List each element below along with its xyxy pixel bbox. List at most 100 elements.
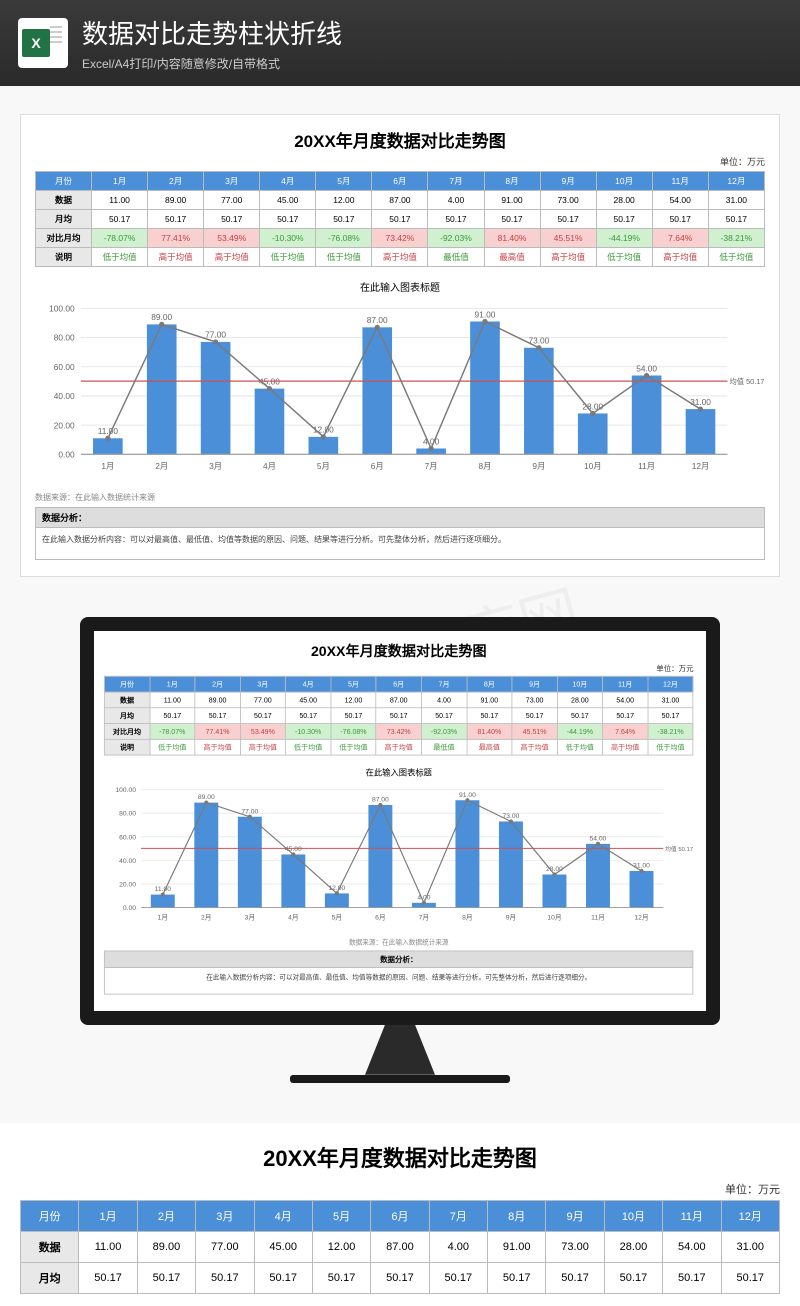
data-cell: 89.00 [195, 692, 240, 708]
data-cell: 低于均值 [557, 739, 602, 755]
svg-text:77.00: 77.00 [205, 330, 226, 340]
data-cell: 高于均值 [652, 248, 708, 267]
unit-label: 单位：万元 [35, 155, 765, 168]
col-header: 12月 [708, 172, 764, 191]
page-title: 数据对比走势柱状折线 [82, 14, 342, 51]
svg-text:0.00: 0.00 [58, 449, 75, 459]
svg-text:4.00: 4.00 [417, 894, 430, 901]
row-label: 月均 [21, 1262, 79, 1293]
data-cell: 50.17 [652, 210, 708, 229]
data-cell: 73.42% [372, 229, 428, 248]
data-cell: 50.17 [708, 210, 764, 229]
data-cell: 50.17 [148, 210, 204, 229]
data-cell: 高于均值 [376, 739, 421, 755]
data-cell: -38.21% [648, 723, 693, 739]
data-cell: 高于均值 [512, 739, 557, 755]
analysis-body: 在此输入数据分析内容：可以对最高值、最低值、均值等数据的原因、问题、结果等进行分… [104, 967, 694, 994]
col-header: 11月 [652, 172, 708, 191]
col-header: 1月 [79, 1200, 137, 1231]
chart-title: 在此输入图表标题 [104, 765, 694, 777]
svg-text:4月: 4月 [288, 913, 298, 921]
unit-label: 单位：万元 [104, 662, 694, 673]
col-header: 3月 [196, 1200, 254, 1231]
data-cell: 11.00 [92, 191, 148, 210]
data-cell: 81.40% [467, 723, 512, 739]
data-cell: 45.51% [512, 723, 557, 739]
data-cell: 高于均值 [148, 248, 204, 267]
svg-text:28.00: 28.00 [582, 401, 603, 411]
data-cell: 50.17 [603, 707, 648, 723]
data-cell: 73.00 [512, 692, 557, 708]
data-cell: 50.17 [488, 1262, 546, 1293]
data-cell: 4.00 [429, 1231, 487, 1262]
col-header: 10月 [557, 676, 602, 692]
data-cell: -92.03% [428, 229, 484, 248]
sheet-preview: 20XX年月度数据对比走势图 单位：万元 月份1月2月3月4月5月6月7月8月9… [20, 114, 780, 577]
svg-text:54.00: 54.00 [636, 363, 657, 373]
data-cell: -76.08% [316, 229, 372, 248]
svg-text:均值 50.17: 均值 50.17 [730, 377, 765, 386]
row-label: 对比月均 [36, 229, 92, 248]
svg-text:1月: 1月 [158, 913, 168, 921]
analysis-header: 数据分析： [104, 950, 694, 967]
data-cell: 低于均值 [150, 739, 195, 755]
page-header: X 数据对比走势柱状折线 Excel/A4打印/内容随意修改/自带格式 [0, 0, 800, 86]
data-cell: 91.00 [488, 1231, 546, 1262]
svg-text:11月: 11月 [638, 461, 655, 471]
svg-text:3月: 3月 [245, 913, 255, 921]
data-cell: 最高值 [467, 739, 512, 755]
svg-text:54.00: 54.00 [590, 835, 607, 842]
data-cell: 73.00 [546, 1231, 604, 1262]
data-cell: 高于均值 [372, 248, 428, 267]
svg-text:2月: 2月 [155, 461, 168, 471]
data-cell: 28.00 [604, 1231, 662, 1262]
data-cell: 高于均值 [204, 248, 260, 267]
data-cell: 高于均值 [240, 739, 285, 755]
col-header: 8月 [488, 1200, 546, 1231]
data-cell: 45.00 [254, 1231, 312, 1262]
data-cell: -76.08% [331, 723, 376, 739]
data-cell: 91.00 [467, 692, 512, 708]
data-cell: 31.00 [721, 1231, 780, 1262]
data-cell: 50.17 [150, 707, 195, 723]
monitor-stand [350, 1025, 450, 1075]
excel-icon-letter: X [22, 29, 50, 57]
col-header: 10月 [604, 1200, 662, 1231]
col-header: 2月 [148, 172, 204, 191]
svg-text:91.00: 91.00 [459, 792, 476, 799]
data-cell: 54.00 [652, 191, 708, 210]
row-label: 数据 [21, 1231, 79, 1262]
data-cell: 89.00 [148, 191, 204, 210]
data-cell: 54.00 [603, 692, 648, 708]
data-cell: 50.17 [604, 1262, 662, 1293]
data-cell: -10.30% [286, 723, 331, 739]
table-header-row: 月份1月2月3月4月5月6月7月8月9月10月11月12月 [21, 1200, 780, 1231]
svg-text:10月: 10月 [547, 913, 561, 921]
data-cell: -78.07% [92, 229, 148, 248]
data-cell: 11.00 [79, 1231, 137, 1262]
col-header: 12月 [721, 1200, 780, 1231]
col-header: 7月 [428, 172, 484, 191]
svg-text:5月: 5月 [332, 913, 342, 921]
col-header: 8月 [467, 676, 512, 692]
data-cell: 45.00 [286, 692, 331, 708]
preview-area: 千库网 千库网 千库网 20XX年月度数据对比走势图 单位：万元 月份1月2月3… [0, 86, 800, 1123]
col-header: 2月 [195, 676, 240, 692]
svg-text:3月: 3月 [209, 461, 222, 471]
svg-text:11.00: 11.00 [98, 426, 119, 436]
data-cell: 50.17 [204, 210, 260, 229]
data-cell: 77.00 [240, 692, 285, 708]
col-header: 8月 [484, 172, 540, 191]
svg-text:89.00: 89.00 [151, 312, 172, 322]
data-cell: 最低值 [428, 248, 484, 267]
table-row: 数据11.0089.0077.0045.0012.0087.004.0091.0… [21, 1231, 780, 1262]
svg-text:4.00: 4.00 [423, 436, 440, 446]
svg-text:8月: 8月 [462, 913, 472, 921]
data-cell: -44.19% [557, 723, 602, 739]
svg-text:2月: 2月 [201, 913, 211, 921]
data-cell: 50.17 [79, 1262, 137, 1293]
col-header: 11月 [603, 676, 648, 692]
svg-text:11.00: 11.00 [155, 886, 172, 893]
svg-text:11月: 11月 [591, 913, 605, 921]
svg-text:10月: 10月 [584, 461, 602, 471]
